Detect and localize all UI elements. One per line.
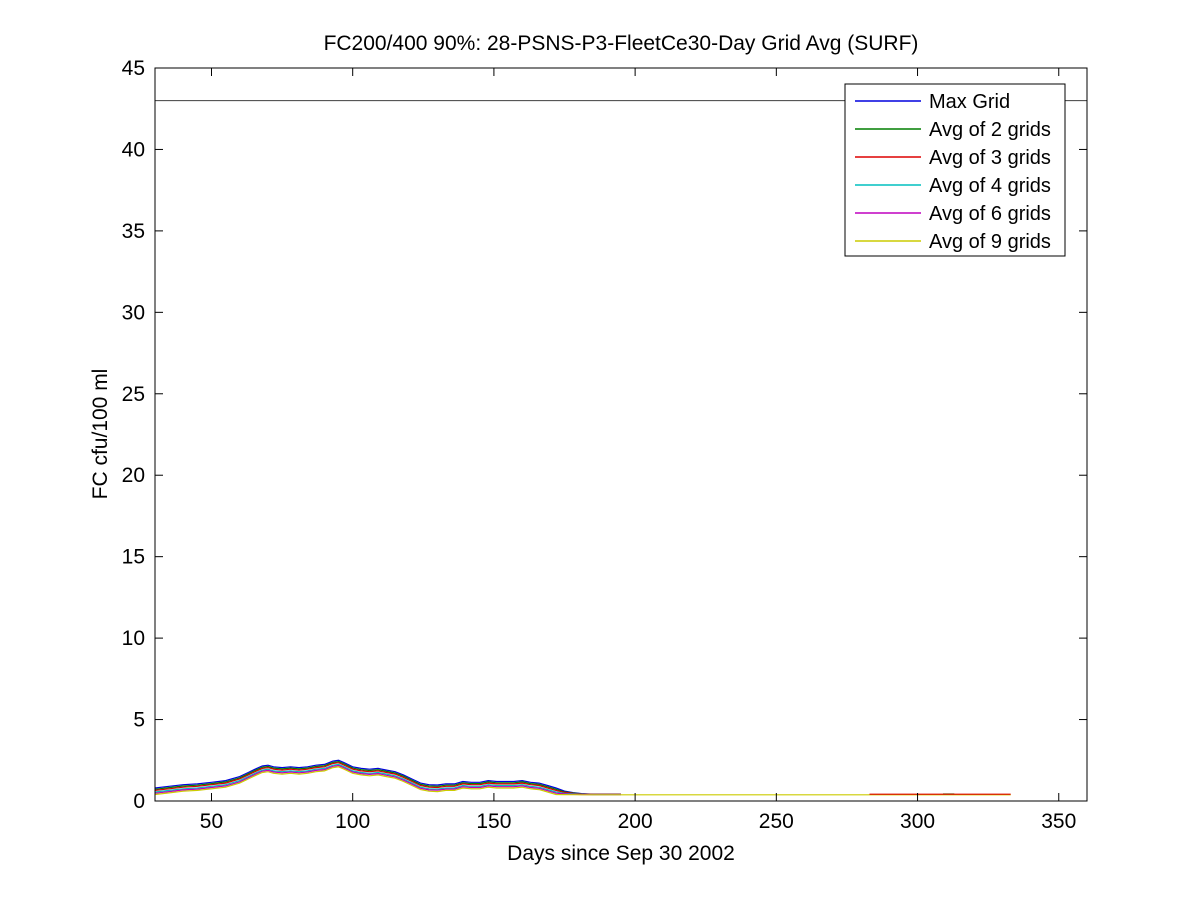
y-tick-label: 5 bbox=[133, 709, 145, 732]
y-tick-label: 15 bbox=[122, 546, 145, 569]
series-line-2 bbox=[154, 760, 621, 795]
y-tick-label: 45 bbox=[122, 57, 145, 80]
legend-entry-label: Avg of 2 grids bbox=[929, 119, 1051, 141]
y-tick-label: 35 bbox=[122, 220, 145, 243]
x-axis-label: Days since Sep 30 2002 bbox=[507, 842, 735, 865]
legend-entry-label: Avg of 9 grids bbox=[929, 231, 1051, 253]
series-line-5 bbox=[154, 764, 621, 796]
tick-labels: 50 100 150 200 250 300 350 0 5 10 15 20 25 30 35 40 45 bbox=[122, 57, 1077, 833]
series-lines bbox=[154, 759, 1011, 796]
legend-entry: Avg of 3 grids bbox=[855, 147, 1051, 169]
series-line-6 bbox=[154, 766, 621, 796]
axes-frame bbox=[154, 67, 1088, 802]
y-tick-label: 25 bbox=[122, 383, 145, 406]
legend: Max Grid Avg of 2 grids Avg of 3 grids Avg … bbox=[844, 83, 1066, 257]
legend-entry: Avg of 2 grids bbox=[855, 119, 1051, 141]
x-tick-label: 350 bbox=[1041, 810, 1076, 833]
legend-entry-label: Avg of 3 grids bbox=[929, 147, 1051, 169]
x-tick-label: 50 bbox=[200, 810, 223, 833]
series-line-4 bbox=[154, 763, 621, 796]
legend-entry: Max Grid bbox=[855, 91, 1010, 113]
chart-title: FC200/400 90%: 28-PSNS-P3-FleetCe30-Day … bbox=[324, 32, 919, 55]
y-tick-label: 0 bbox=[133, 790, 145, 813]
series-line-1 bbox=[154, 759, 621, 795]
legend-entry-label: Avg of 6 grids bbox=[929, 203, 1051, 225]
x-tick-label: 200 bbox=[618, 810, 653, 833]
y-axis-label: FC cfu/100 ml bbox=[89, 369, 112, 500]
legend-entry-label: Max Grid bbox=[929, 91, 1010, 113]
legend-entry-label: Avg of 4 grids bbox=[929, 175, 1051, 197]
y-tick-label: 40 bbox=[122, 138, 145, 161]
legend-entry: Avg of 9 grids bbox=[855, 231, 1051, 253]
x-tick-label: 300 bbox=[900, 810, 935, 833]
y-tick-label: 30 bbox=[122, 301, 145, 324]
series-line-3 bbox=[154, 762, 621, 796]
x-tick-label: 250 bbox=[759, 810, 794, 833]
y-tick-label: 10 bbox=[122, 627, 145, 650]
x-tick-label: 150 bbox=[476, 810, 511, 833]
x-tick-label: 100 bbox=[335, 810, 370, 833]
legend-box bbox=[844, 83, 1066, 257]
legend-entry: Avg of 4 grids bbox=[855, 175, 1051, 197]
legend-entry: Avg of 6 grids bbox=[855, 203, 1051, 225]
axes-box bbox=[154, 67, 1088, 802]
y-tick-label: 20 bbox=[122, 464, 145, 487]
